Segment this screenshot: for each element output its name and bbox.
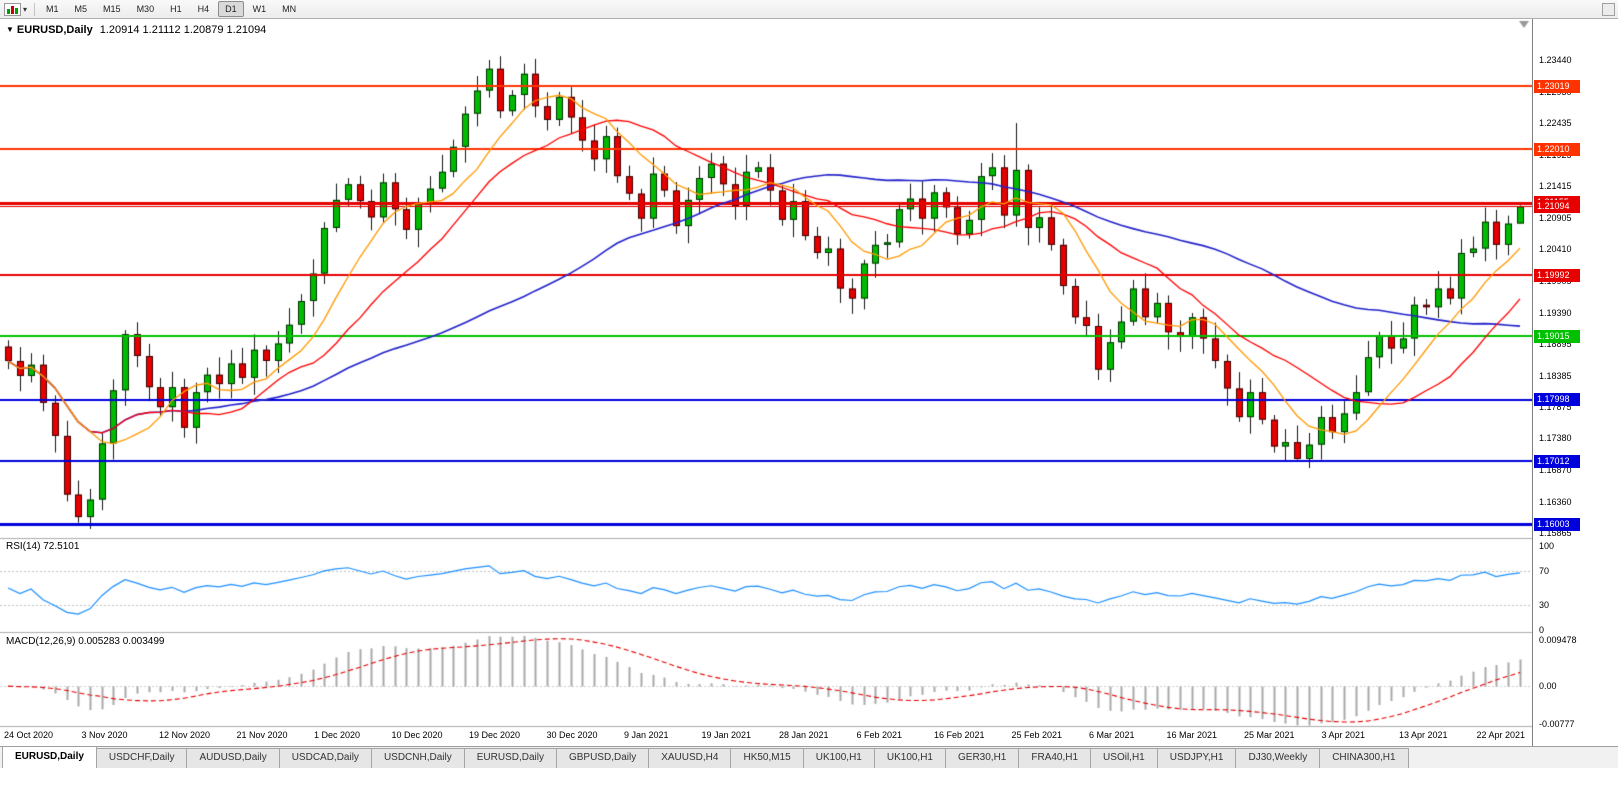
- price-tick-label: 1.20905: [1539, 213, 1572, 224]
- chart-tab-eurusd-daily[interactable]: EURUSD,Daily: [2, 747, 97, 768]
- price-tick-label: 1.15865: [1539, 527, 1572, 538]
- price-level-badge: 1.17012: [1534, 454, 1580, 468]
- chart-tab-eurusd-daily[interactable]: EURUSD,Daily: [463, 748, 557, 768]
- chart-tab-uk100-h1[interactable]: UK100,H1: [802, 748, 875, 768]
- price-tick-label: 1.18385: [1539, 370, 1572, 381]
- price-level-badge: 1.19015: [1534, 329, 1580, 343]
- price-level-badge: 1.16003: [1534, 517, 1580, 531]
- time-axis-label: 28 Jan 2021: [779, 730, 829, 740]
- time-axis-label: 10 Dec 2020: [391, 730, 443, 740]
- chart-type-caret-icon[interactable]: ▾: [23, 4, 28, 14]
- price-tick-label: 1.17380: [1539, 433, 1572, 444]
- time-axis-label: 6 Mar 2021: [1089, 730, 1135, 740]
- toolbar-separator: [34, 2, 36, 16]
- rsi-axis-label: 0: [1539, 625, 1545, 635]
- price-tick-label: 1.20410: [1539, 244, 1572, 255]
- rsi-axis-label: 30: [1539, 599, 1550, 610]
- chart-ohlc-values: 1.20914 1.21112 1.20879 1.21094: [99, 24, 267, 36]
- time-axis-label: 16 Mar 2021: [1166, 730, 1218, 740]
- chart-tab-usdcad-daily[interactable]: USDCAD,Daily: [278, 748, 372, 768]
- chart-window-tabs: EURUSD,Daily USDCHF,Daily AUDUSD,Daily USDC…: [0, 746, 1618, 768]
- time-axis-label: 12 Nov 2020: [159, 730, 211, 740]
- chart-tab-fra40-h1[interactable]: FRA40,H1: [1018, 748, 1092, 768]
- macd-axis-label: 0.009478: [1539, 635, 1577, 645]
- price-tick-label: 1.19390: [1539, 307, 1572, 318]
- time-axis-label: 25 Feb 2021: [1011, 730, 1063, 740]
- chart-tab-uk100-h1[interactable]: UK100,H1: [873, 748, 946, 768]
- time-axis-label: 22 Apr 2021: [1476, 730, 1526, 740]
- time-axis-label: 13 Apr 2021: [1399, 730, 1448, 740]
- time-axis-label: 19 Jan 2021: [701, 730, 752, 740]
- price-tick-label: 1.21415: [1539, 181, 1572, 192]
- time-axis-label: 25 Mar 2021: [1244, 730, 1295, 740]
- price-tick-label: 1.18895: [1539, 338, 1572, 349]
- rsi-axis-label: 70: [1539, 566, 1550, 577]
- time-axis-label: 16 Feb 2021: [934, 730, 985, 740]
- time-axis-label: 3 Nov 2020: [81, 730, 128, 740]
- timeframe-button-m15[interactable]: M15: [103, 4, 121, 14]
- price-chart-canvas[interactable]: [0, 19, 1532, 746]
- rsi-axis-label: 100: [1539, 541, 1555, 551]
- chart-tab-dj30-weekly[interactable]: DJ30,Weekly: [1235, 748, 1321, 768]
- chart-symbol-label: EURUSD,Daily: [16, 24, 93, 36]
- chart-type-icon[interactable]: [4, 2, 21, 16]
- time-axis-label: 19 Dec 2020: [469, 730, 521, 740]
- chart-tab-usoil-h1[interactable]: USOil,H1: [1090, 748, 1158, 768]
- chart-tab-audusd-daily[interactable]: AUDUSD,Daily: [186, 748, 280, 768]
- price-tick-label: 1.16870: [1539, 465, 1572, 476]
- time-axis-label: 6 Feb 2021: [856, 730, 903, 740]
- chart-tab-usdjpy-h1[interactable]: USDJPY,H1: [1156, 748, 1237, 768]
- chart-tab-ger30-h1[interactable]: GER30,H1: [945, 748, 1020, 768]
- timeframe-button-h4[interactable]: H4: [197, 4, 210, 14]
- timeframe-button-m5[interactable]: M5: [74, 4, 88, 14]
- price-level-badge: 1.23019: [1534, 79, 1580, 93]
- chart-tab-usdcnh-daily[interactable]: USDCNH,Daily: [370, 748, 465, 768]
- price-tick-label: 1.23440: [1539, 55, 1572, 65]
- chart-title: ▼ EURUSD,Daily 1.20914 1.21112 1.20879 1.2…: [6, 24, 266, 36]
- time-axis[interactable]: 24 Oct 2020 3 Nov 2020 12 Nov 2020 21 Nov 2…: [0, 726, 1532, 746]
- time-axis-label: 24 Oct 2020: [4, 730, 54, 740]
- timeframe-buttons-group: M1 M5 M15 M30 H1 H4 D1 W1 MN: [38, 0, 304, 18]
- time-axis-label: 3 Apr 2021: [1321, 730, 1366, 740]
- current-price-badge: 1.21094: [1534, 199, 1580, 213]
- chart-tab-gbpusd-daily[interactable]: GBPUSD,Daily: [555, 748, 650, 768]
- timeframe-button-mn[interactable]: MN: [282, 4, 297, 14]
- price-level-badge: 1.22010: [1534, 142, 1580, 156]
- macd-axis-label: -0.00777: [1539, 718, 1575, 729]
- toolbar-overflow-button[interactable]: [1602, 2, 1615, 16]
- timeframe-button-m1[interactable]: M1: [46, 4, 59, 14]
- price-axis[interactable]: 1.234401.229301.224351.219251.214151.209…: [1532, 19, 1618, 746]
- chart-tab-usdchf-daily[interactable]: USDCHF,Daily: [95, 748, 188, 768]
- time-axis-label: 1 Dec 2020: [314, 730, 361, 740]
- timeframe-button-h1[interactable]: H1: [170, 4, 182, 14]
- chart-tab-china300-h1[interactable]: CHINA300,H1: [1319, 748, 1409, 768]
- price-level-badge: 1.19992: [1534, 268, 1580, 282]
- time-axis-label: 9 Jan 2021: [624, 730, 669, 740]
- price-tick-label: 1.22435: [1539, 117, 1572, 128]
- rsi-indicator-label: RSI(14) 72.5101: [6, 541, 80, 552]
- macd-indicator-label: MACD(12,26,9) 0.005283 0.003499: [6, 636, 165, 647]
- chart-corner-icon: ▼: [6, 25, 14, 34]
- timeframe-button-w1[interactable]: W1: [252, 4, 267, 14]
- price-tick-label: 1.17875: [1539, 402, 1572, 413]
- macd-axis-label: 0.00: [1539, 681, 1557, 692]
- timeframe-button-d1[interactable]: D1: [218, 1, 244, 17]
- time-axis-label: 21 Nov 2020: [236, 730, 288, 740]
- timeframe-toolbar: ▾ M1 M5 M15 M30 H1 H4 D1 W1 MN: [0, 0, 1618, 19]
- price-level-badge: 1.17998: [1534, 393, 1580, 407]
- chart-tab-hk50-m15[interactable]: HK50,M15: [730, 748, 804, 768]
- time-axis-label: 30 Dec 2020: [546, 730, 598, 740]
- chart-tab-xauusd-h4[interactable]: XAUUSD,H4: [648, 748, 732, 768]
- price-tick-label: 1.16360: [1539, 497, 1572, 508]
- timeframe-button-m30[interactable]: M30: [136, 4, 155, 14]
